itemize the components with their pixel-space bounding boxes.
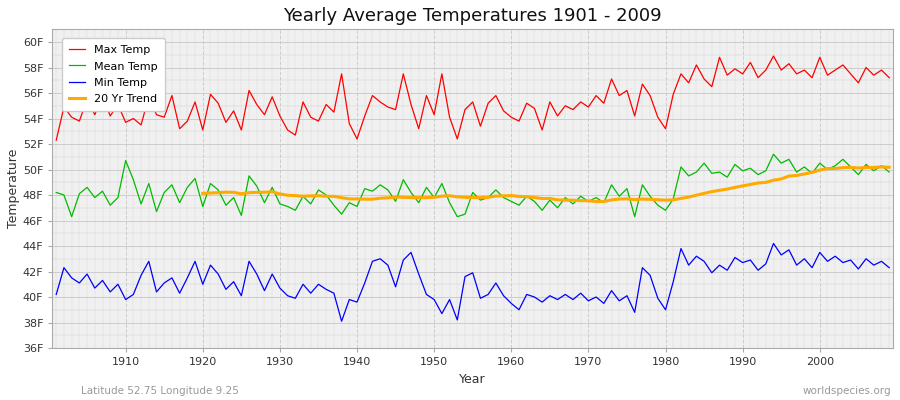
Max Temp: [768, 54, 778, 58]
20 Yr Trend: [876, 164, 886, 169]
Line: Min Temp: Min Temp: [56, 244, 889, 321]
Max Temp: [50, 138, 61, 142]
Text: worldspecies.org: worldspecies.org: [803, 386, 891, 396]
20 Yr Trend: [197, 191, 208, 196]
Mean Temp: [121, 158, 131, 163]
Min Temp: [506, 301, 517, 306]
Max Temp: [499, 108, 509, 113]
Line: Max Temp: Max Temp: [56, 56, 889, 140]
20 Yr Trend: [776, 176, 787, 181]
Min Temp: [50, 292, 61, 297]
Mean Temp: [67, 214, 77, 219]
20 Yr Trend: [590, 199, 601, 204]
Max Temp: [598, 101, 609, 106]
Legend: Max Temp, Mean Temp, Min Temp, 20 Yr Trend: Max Temp, Mean Temp, Min Temp, 20 Yr Tre…: [62, 38, 165, 111]
Line: Mean Temp: Mean Temp: [56, 154, 889, 217]
Min Temp: [283, 293, 293, 298]
Max Temp: [506, 115, 517, 120]
Mean Temp: [768, 152, 778, 157]
Min Temp: [606, 288, 616, 293]
Mean Temp: [506, 199, 517, 204]
Min Temp: [337, 319, 347, 324]
Min Temp: [328, 291, 339, 296]
Max Temp: [112, 102, 123, 107]
Max Temp: [328, 110, 339, 114]
Mean Temp: [606, 182, 616, 187]
Text: Latitude 52.75 Longitude 9.25: Latitude 52.75 Longitude 9.25: [81, 386, 239, 396]
Min Temp: [514, 307, 525, 312]
Mean Temp: [884, 170, 895, 174]
Line: 20 Yr Trend: 20 Yr Trend: [202, 167, 889, 202]
Mean Temp: [337, 212, 347, 216]
Max Temp: [884, 75, 895, 80]
20 Yr Trend: [884, 165, 895, 170]
Mean Temp: [50, 190, 61, 195]
20 Yr Trend: [406, 195, 417, 200]
20 Yr Trend: [290, 193, 301, 198]
X-axis label: Year: Year: [459, 372, 486, 386]
Mean Temp: [290, 208, 301, 213]
Mean Temp: [514, 203, 525, 208]
Min Temp: [884, 265, 895, 270]
Min Temp: [768, 241, 778, 246]
Min Temp: [112, 282, 123, 287]
Title: Yearly Average Temperatures 1901 - 2009: Yearly Average Temperatures 1901 - 2009: [284, 7, 662, 25]
Y-axis label: Temperature: Temperature: [7, 149, 20, 228]
20 Yr Trend: [683, 195, 694, 200]
20 Yr Trend: [791, 173, 802, 178]
20 Yr Trend: [860, 165, 871, 170]
Max Temp: [283, 128, 293, 132]
